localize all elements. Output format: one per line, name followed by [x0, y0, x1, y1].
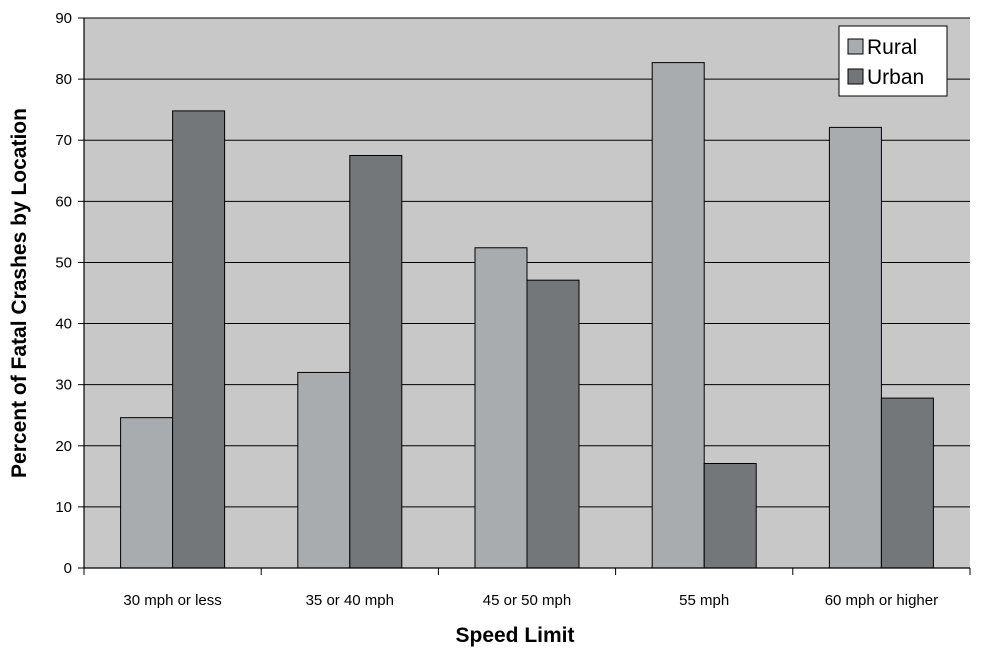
- y-tick-label: 50: [55, 254, 72, 271]
- bar-rural-2: [297, 371, 351, 569]
- bar-urban-2: [349, 155, 403, 569]
- y-tick-label: 40: [55, 316, 72, 333]
- bar-urban-4: [703, 463, 757, 569]
- y-tick-label: 30: [55, 377, 72, 394]
- legend-label-urban: Urban: [867, 66, 924, 89]
- y-tick-label: 10: [55, 499, 72, 516]
- y-tick-label: 60: [55, 193, 72, 210]
- x-tick-label: 30 mph or less: [123, 592, 221, 609]
- y-tick-label: 20: [55, 438, 72, 455]
- y-tick-label: 80: [55, 71, 72, 88]
- bar-rural-3: [474, 247, 528, 569]
- bar-urban-3: [526, 279, 580, 569]
- y-tick-label: 90: [55, 10, 72, 27]
- y-tick-label: 0: [64, 560, 72, 577]
- y-tick-labels: 0 10 20 30 40 50 60 70 80 90: [55, 10, 72, 577]
- bar-rural-4: [651, 62, 705, 569]
- bar-rural-1: [120, 417, 174, 569]
- legend-swatch-urban: [847, 68, 864, 85]
- x-tick-label: 45 or 50 mph: [483, 592, 571, 609]
- x-tick-label: 60 mph or higher: [825, 592, 938, 609]
- bars: [120, 62, 934, 569]
- bar-urban-5: [880, 397, 934, 569]
- y-tick-label: 70: [55, 132, 72, 149]
- x-tick-label: 55 mph: [679, 592, 729, 609]
- axes: [78, 17, 971, 575]
- bar-rural-5: [828, 126, 882, 569]
- x-tick-labels: 30 mph or less 35 or 40 mph 45 or 50 mph 55…: [123, 592, 938, 609]
- legend: Rural Urban: [838, 25, 948, 97]
- legend-swatch-rural: [847, 38, 864, 55]
- x-tick-label: 35 or 40 mph: [306, 592, 394, 609]
- x-axis-title: Speed Limit: [455, 624, 574, 647]
- bar-urban-1: [172, 110, 226, 569]
- y-axis-title: Percent of Fatal Crashes by Location: [8, 108, 31, 478]
- legend-label-rural: Rural: [867, 36, 917, 59]
